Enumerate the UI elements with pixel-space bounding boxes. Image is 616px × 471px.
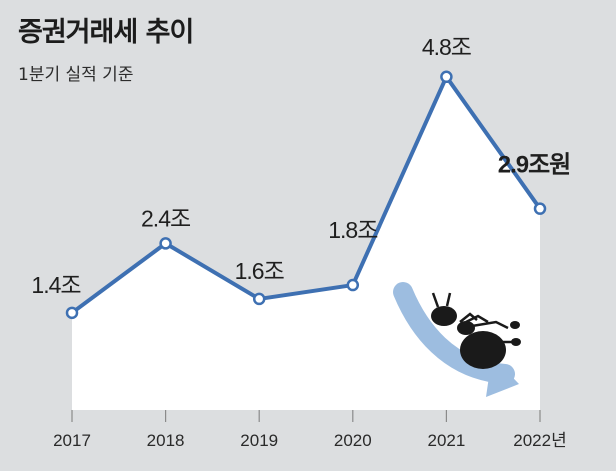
data-label: 2.9조원: [498, 152, 571, 179]
data-label: 4.8조: [422, 34, 471, 60]
data-label: 1.8조: [328, 217, 377, 243]
data-point: [533, 202, 547, 215]
ant-falling-icon: [393, 282, 521, 397]
chart-subtitle: 1분기 실적 기준: [18, 65, 134, 85]
ant-icon: [431, 292, 521, 369]
x-tick-label: 2019: [240, 431, 278, 450]
series-line-layer: [65, 70, 547, 320]
down-arrow-icon: [393, 282, 515, 384]
x-tick-label: 2021: [427, 431, 465, 450]
data-point: [440, 70, 453, 84]
x-tick-label: 2017: [53, 431, 91, 450]
x-tick-label: 2018: [147, 431, 185, 450]
data-label: 1.6조: [235, 258, 284, 284]
x-tick-label: 2020: [334, 431, 372, 450]
x-axis: 2017 2018 2019 2020 2021 2022년: [53, 410, 567, 450]
data-point: [346, 278, 360, 292]
data-point: [159, 237, 172, 250]
x-tick-label: 2022년: [513, 431, 566, 450]
data-label: 1.4조: [31, 272, 80, 298]
data-label-layer: 1.4조 2.4조 1.6조 1.8조 4.8조 2.9조원: [31, 34, 571, 298]
data-label: 2.4조: [141, 205, 190, 231]
chart-title: 증권거래세 추이: [18, 17, 194, 48]
series-line: [70, 74, 542, 315]
data-point: [252, 292, 266, 306]
data-point: [65, 306, 79, 320]
